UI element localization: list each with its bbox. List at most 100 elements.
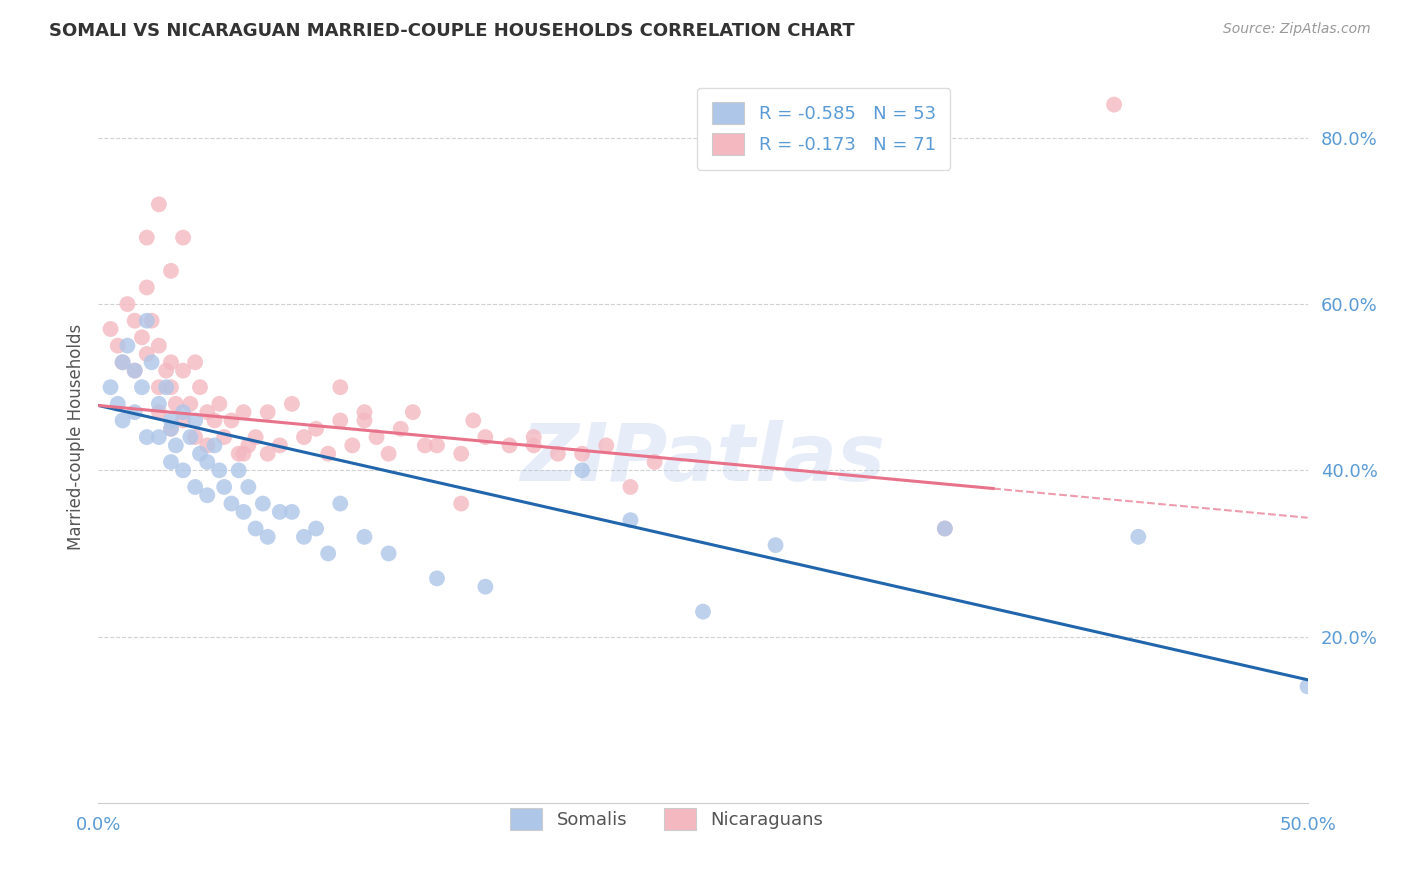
Point	[111, 413, 134, 427]
Y-axis label: Married-couple Households: Married-couple Households	[66, 324, 84, 550]
Point	[107, 397, 129, 411]
Point	[141, 355, 163, 369]
Point	[148, 405, 170, 419]
Point	[1102, 97, 1125, 112]
Point	[195, 405, 218, 419]
Point	[474, 580, 496, 594]
Point	[160, 455, 183, 469]
Point	[188, 447, 211, 461]
Point	[165, 438, 187, 452]
Text: ZIPatlas: ZIPatlas	[520, 420, 886, 498]
Point	[228, 447, 250, 461]
Point	[692, 605, 714, 619]
Point	[221, 413, 243, 427]
Point	[124, 314, 146, 328]
Point	[155, 380, 177, 394]
Point	[934, 521, 956, 535]
Point	[450, 447, 472, 461]
Point	[523, 430, 546, 444]
Point	[148, 430, 170, 444]
Text: SOMALI VS NICARAGUAN MARRIED-COUPLE HOUSEHOLDS CORRELATION CHART: SOMALI VS NICARAGUAN MARRIED-COUPLE HOUS…	[49, 22, 855, 40]
Point	[238, 438, 260, 452]
Point	[547, 447, 569, 461]
Point	[195, 455, 218, 469]
Point	[269, 505, 291, 519]
Point	[160, 413, 183, 427]
Point	[256, 447, 278, 461]
Point	[208, 463, 231, 477]
Point	[474, 430, 496, 444]
Point	[256, 405, 278, 419]
Point	[232, 405, 254, 419]
Point	[498, 438, 520, 452]
Point	[160, 264, 183, 278]
Point	[195, 488, 218, 502]
Point	[571, 463, 593, 477]
Point	[148, 397, 170, 411]
Point	[172, 413, 194, 427]
Point	[208, 397, 231, 411]
Point	[523, 438, 546, 452]
Point	[450, 497, 472, 511]
Point	[366, 430, 388, 444]
Point	[245, 521, 267, 535]
Point	[141, 314, 163, 328]
Point	[160, 422, 183, 436]
Point	[204, 438, 226, 452]
Point	[184, 355, 207, 369]
Point	[377, 447, 399, 461]
Point	[1128, 530, 1150, 544]
Point	[172, 463, 194, 477]
Point	[155, 363, 177, 377]
Point	[195, 438, 218, 452]
Point	[292, 430, 315, 444]
Point	[204, 413, 226, 427]
Point	[184, 480, 207, 494]
Point	[148, 380, 170, 394]
Point	[135, 430, 157, 444]
Point	[184, 430, 207, 444]
Point	[353, 413, 375, 427]
Point	[124, 363, 146, 377]
Point	[389, 422, 412, 436]
Point	[571, 447, 593, 461]
Text: Source: ZipAtlas.com: Source: ZipAtlas.com	[1223, 22, 1371, 37]
Point	[402, 405, 425, 419]
Point	[111, 355, 134, 369]
Point	[160, 380, 183, 394]
Point	[135, 230, 157, 244]
Point	[232, 505, 254, 519]
Point	[100, 380, 122, 394]
Point	[342, 438, 364, 452]
Point	[281, 505, 304, 519]
Point	[135, 280, 157, 294]
Point	[269, 438, 291, 452]
Point	[329, 497, 352, 511]
Point	[160, 422, 183, 436]
Point	[281, 397, 304, 411]
Point	[111, 355, 134, 369]
Point	[644, 455, 666, 469]
Point	[426, 438, 449, 452]
Point	[131, 380, 153, 394]
Point	[329, 380, 352, 394]
Point	[595, 438, 617, 452]
Point	[179, 430, 201, 444]
Point	[463, 413, 485, 427]
Point	[148, 197, 170, 211]
Point	[329, 413, 352, 427]
Point	[292, 530, 315, 544]
Point	[619, 480, 641, 494]
Point	[107, 338, 129, 352]
Point	[934, 521, 956, 535]
Point	[135, 314, 157, 328]
Legend: Somalis, Nicaraguans: Somalis, Nicaraguans	[503, 801, 831, 838]
Point	[353, 530, 375, 544]
Point	[160, 355, 183, 369]
Point	[124, 363, 146, 377]
Point	[305, 521, 328, 535]
Point	[1296, 680, 1319, 694]
Point	[426, 571, 449, 585]
Point	[619, 513, 641, 527]
Point	[184, 413, 207, 427]
